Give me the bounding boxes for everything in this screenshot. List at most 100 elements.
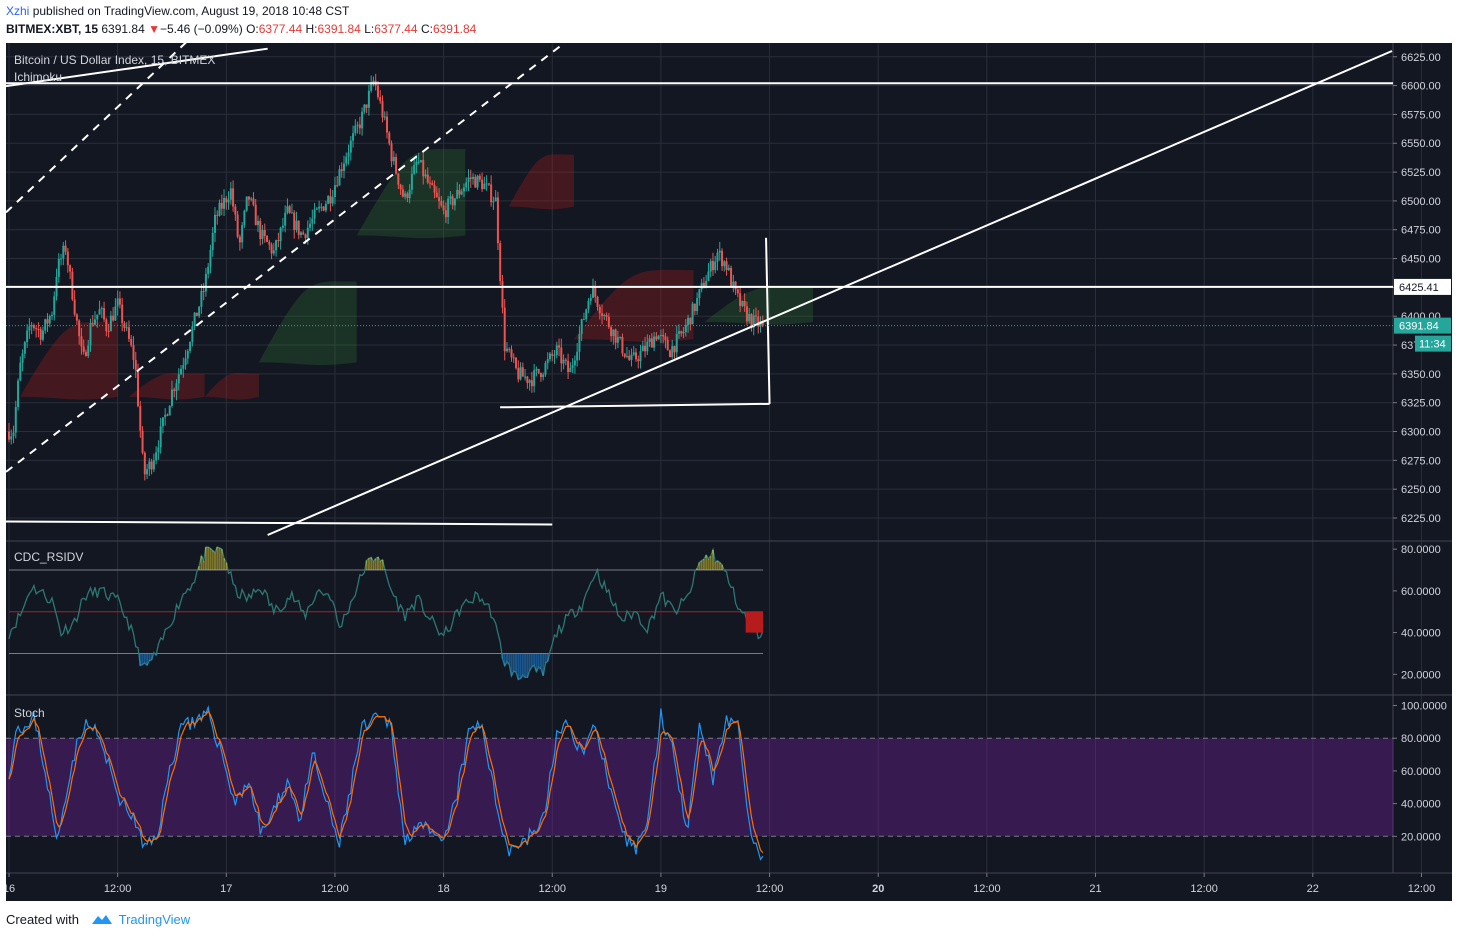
candle-body bbox=[485, 183, 488, 185]
candle-body bbox=[664, 336, 667, 340]
candle-body bbox=[539, 372, 542, 378]
candle-body bbox=[408, 189, 411, 199]
candle-body bbox=[250, 198, 253, 200]
author-link[interactable]: Xzhi bbox=[6, 4, 30, 18]
candle-body bbox=[641, 345, 644, 352]
candle-body bbox=[745, 306, 748, 322]
candle-body bbox=[62, 245, 65, 259]
candle-body bbox=[286, 206, 289, 213]
candle-body bbox=[730, 267, 733, 287]
candle-body bbox=[252, 198, 255, 205]
candle-body bbox=[170, 389, 173, 406]
close-value: 6391.84 bbox=[432, 22, 477, 36]
candle-body bbox=[682, 331, 685, 334]
candle-body bbox=[82, 346, 85, 352]
candle-body bbox=[639, 351, 642, 362]
low-label: L: bbox=[364, 22, 375, 36]
candle-body bbox=[555, 345, 558, 356]
candle-body bbox=[118, 298, 121, 305]
candle-body bbox=[381, 101, 384, 118]
candle-body bbox=[671, 346, 674, 358]
candle-body bbox=[236, 214, 239, 237]
candle-body bbox=[39, 329, 42, 340]
candle-body bbox=[569, 367, 572, 373]
candle-body bbox=[177, 374, 180, 384]
candle-body bbox=[449, 196, 452, 199]
candle-body bbox=[623, 353, 626, 357]
rsi-line bbox=[8, 546, 764, 681]
candle-body bbox=[605, 315, 608, 317]
candle-body bbox=[505, 348, 508, 352]
candle-body bbox=[621, 336, 624, 354]
triangle-base[interactable] bbox=[500, 402, 770, 409]
candle-body bbox=[553, 355, 556, 357]
low-value: 6377.44 bbox=[374, 22, 418, 36]
price-tick-label: 6550.00 bbox=[1401, 138, 1441, 150]
candle-body bbox=[548, 353, 551, 360]
candle-body bbox=[451, 196, 454, 206]
candle-body bbox=[209, 249, 212, 267]
candle-body bbox=[48, 315, 51, 324]
rising-trendline[interactable] bbox=[267, 50, 1393, 536]
candle-body bbox=[295, 220, 298, 230]
cloud-segment-7 bbox=[704, 286, 814, 325]
candle-body bbox=[329, 196, 332, 204]
tradingview-link[interactable]: TradingView bbox=[118, 912, 191, 927]
candle-body bbox=[365, 104, 368, 108]
rsi-below-mid-fill bbox=[745, 611, 764, 633]
candle-body bbox=[741, 300, 744, 306]
triangle-vertical[interactable] bbox=[765, 237, 771, 404]
candle-body bbox=[168, 405, 171, 416]
candle-body bbox=[288, 206, 291, 213]
candle-body bbox=[487, 183, 490, 185]
candle-body bbox=[238, 236, 241, 243]
support-line-6222[interactable] bbox=[6, 520, 553, 526]
candle-body bbox=[266, 235, 269, 242]
candle-body bbox=[10, 436, 13, 440]
chart-area[interactable]: 6625.00 6600.00 6575.00 6550.00 6525.00 6500.… bbox=[6, 43, 1452, 901]
candle-body bbox=[589, 297, 592, 302]
candle-body bbox=[372, 80, 375, 83]
candle-body bbox=[619, 336, 622, 338]
candle-body bbox=[601, 313, 604, 317]
candle-body bbox=[71, 271, 74, 300]
candle-body bbox=[137, 369, 140, 407]
candle-body bbox=[637, 359, 640, 362]
rsi-title: CDC_RSIDV bbox=[14, 550, 83, 564]
candle-body bbox=[195, 312, 198, 316]
candle-body bbox=[78, 320, 81, 337]
candle-body bbox=[103, 308, 106, 320]
candle-body bbox=[591, 286, 594, 298]
candle-body bbox=[121, 304, 124, 324]
price-tick-label: 6250.00 bbox=[1401, 484, 1441, 496]
candle-body bbox=[560, 347, 563, 364]
candle-body bbox=[675, 333, 678, 353]
price-tick-label: 6575.00 bbox=[1401, 109, 1441, 121]
candle-body bbox=[23, 342, 26, 354]
chart-svg[interactable]: 6625.00 6600.00 6575.00 6550.00 6525.00 6500.… bbox=[6, 43, 1452, 901]
candle-body bbox=[435, 192, 438, 198]
candle-body bbox=[736, 289, 739, 294]
candle-body bbox=[714, 261, 717, 271]
candle-body bbox=[220, 202, 223, 209]
candle-body bbox=[397, 173, 400, 185]
candle-body bbox=[616, 337, 619, 343]
candle-body bbox=[750, 314, 753, 328]
candle-body bbox=[114, 306, 117, 321]
candle-body bbox=[60, 258, 63, 260]
upper-trendline[interactable] bbox=[6, 47, 268, 88]
candle-body bbox=[723, 261, 726, 267]
open-label: O: bbox=[246, 22, 259, 36]
cloud-segment-3 bbox=[258, 281, 357, 366]
candle-body bbox=[650, 338, 653, 348]
candle-body bbox=[89, 323, 92, 346]
channel-dashed-upper[interactable] bbox=[6, 43, 207, 214]
cloud-segment-1 bbox=[128, 372, 205, 400]
price-axis: 6625.00 6600.00 6575.00 6550.00 6525.00 6500.… bbox=[1393, 52, 1451, 843]
candle-body bbox=[232, 188, 235, 207]
time-tick-label: 21 bbox=[1089, 883, 1101, 895]
grid bbox=[6, 43, 1452, 874]
candle-body bbox=[159, 426, 162, 448]
candle-body bbox=[739, 293, 742, 306]
channel-dashed-lower[interactable] bbox=[6, 43, 591, 473]
